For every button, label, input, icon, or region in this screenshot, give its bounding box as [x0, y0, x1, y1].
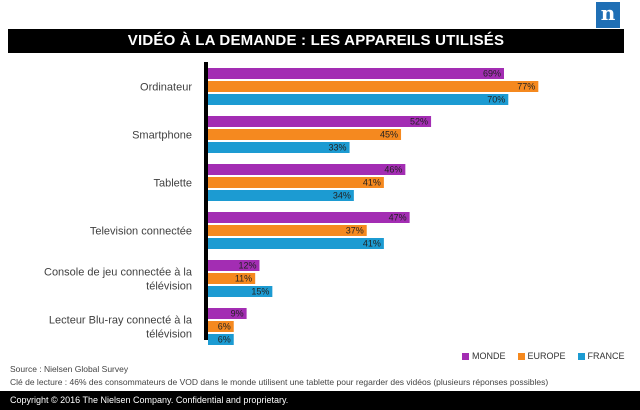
bar-monde-4 [208, 260, 260, 271]
legend-item-europe: EUROPE [517, 351, 566, 361]
category-label-4-1: télévision [146, 281, 192, 293]
legend-swatch-monde [462, 352, 469, 360]
legend-label-france: FRANCE [587, 351, 625, 361]
value-label-europe-3: 37% [346, 226, 364, 236]
value-label-monde-1: 52% [410, 117, 428, 127]
reading-key-note: Clé de lecture : 46% des consommateurs d… [10, 377, 549, 387]
value-label-europe-5: 6% [218, 322, 231, 332]
bar-france-2 [208, 190, 354, 201]
bar-france-3 [208, 238, 384, 249]
category-label-0-0: Ordinateur [140, 82, 192, 94]
bar-france-0 [208, 94, 509, 105]
value-label-monde-3: 47% [389, 213, 407, 223]
value-label-france-5: 6% [218, 335, 231, 345]
legend-item-france: FRANCE [577, 351, 625, 361]
y-axis-line [204, 62, 208, 340]
copyright-footer: Copyright © 2016 The Nielsen Company. Co… [0, 391, 640, 410]
value-label-europe-4: 11% [235, 274, 252, 284]
bar-monde-0 [208, 68, 504, 79]
category-label-3-0: Television connectée [90, 226, 192, 238]
category-label-4-0: Console de jeu connectée à la [44, 267, 193, 279]
source-text: Source : Nielsen Global Survey [10, 364, 129, 374]
category-label-2-0: Tablette [153, 178, 192, 190]
value-label-france-4: 15% [251, 287, 269, 297]
value-label-monde-2: 46% [384, 165, 402, 175]
value-label-france-0: 70% [487, 95, 505, 105]
bar-france-4 [208, 286, 273, 297]
category-label-5-0: Lecteur Blu-ray connecté à la [49, 315, 193, 327]
legend: MONDE EUROPE FRANCE [462, 350, 625, 362]
nielsen-logo: n [596, 2, 620, 28]
category-label-1-0: Smartphone [132, 130, 192, 142]
legend-label-monde: MONDE [472, 351, 506, 361]
legend-label-europe: EUROPE [527, 351, 566, 361]
legend-item-monde: MONDE [462, 351, 506, 361]
value-label-europe-2: 41% [363, 178, 381, 188]
chart-title: VIDÉO À LA DEMANDE : LES APPAREILS UTILI… [8, 29, 624, 53]
value-label-france-3: 41% [363, 239, 381, 249]
bar-europe-5 [208, 321, 234, 332]
value-label-monde-5: 9% [231, 309, 244, 319]
legend-swatch-europe [517, 352, 525, 360]
bar-france-1 [208, 142, 350, 153]
value-label-monde-4: 12% [238, 261, 256, 271]
bar-europe-1 [208, 129, 402, 140]
bar-monde-1 [208, 116, 432, 127]
bar-monde-3 [208, 212, 410, 223]
bar-europe-0 [208, 81, 539, 92]
bar-monde-2 [208, 164, 406, 175]
category-label-5-1: télévision [146, 329, 192, 341]
value-label-france-2: 34% [333, 191, 351, 201]
bar-france-5 [208, 334, 234, 345]
value-label-france-1: 33% [329, 143, 347, 153]
bar-europe-4 [208, 273, 256, 284]
bar-europe-3 [208, 225, 367, 236]
value-label-europe-0: 77% [517, 82, 535, 92]
value-label-europe-1: 45% [380, 130, 398, 140]
bar-monde-5 [208, 308, 247, 319]
legend-swatch-france [577, 352, 585, 360]
bar-europe-2 [208, 177, 384, 188]
value-label-monde-0: 69% [483, 69, 501, 79]
